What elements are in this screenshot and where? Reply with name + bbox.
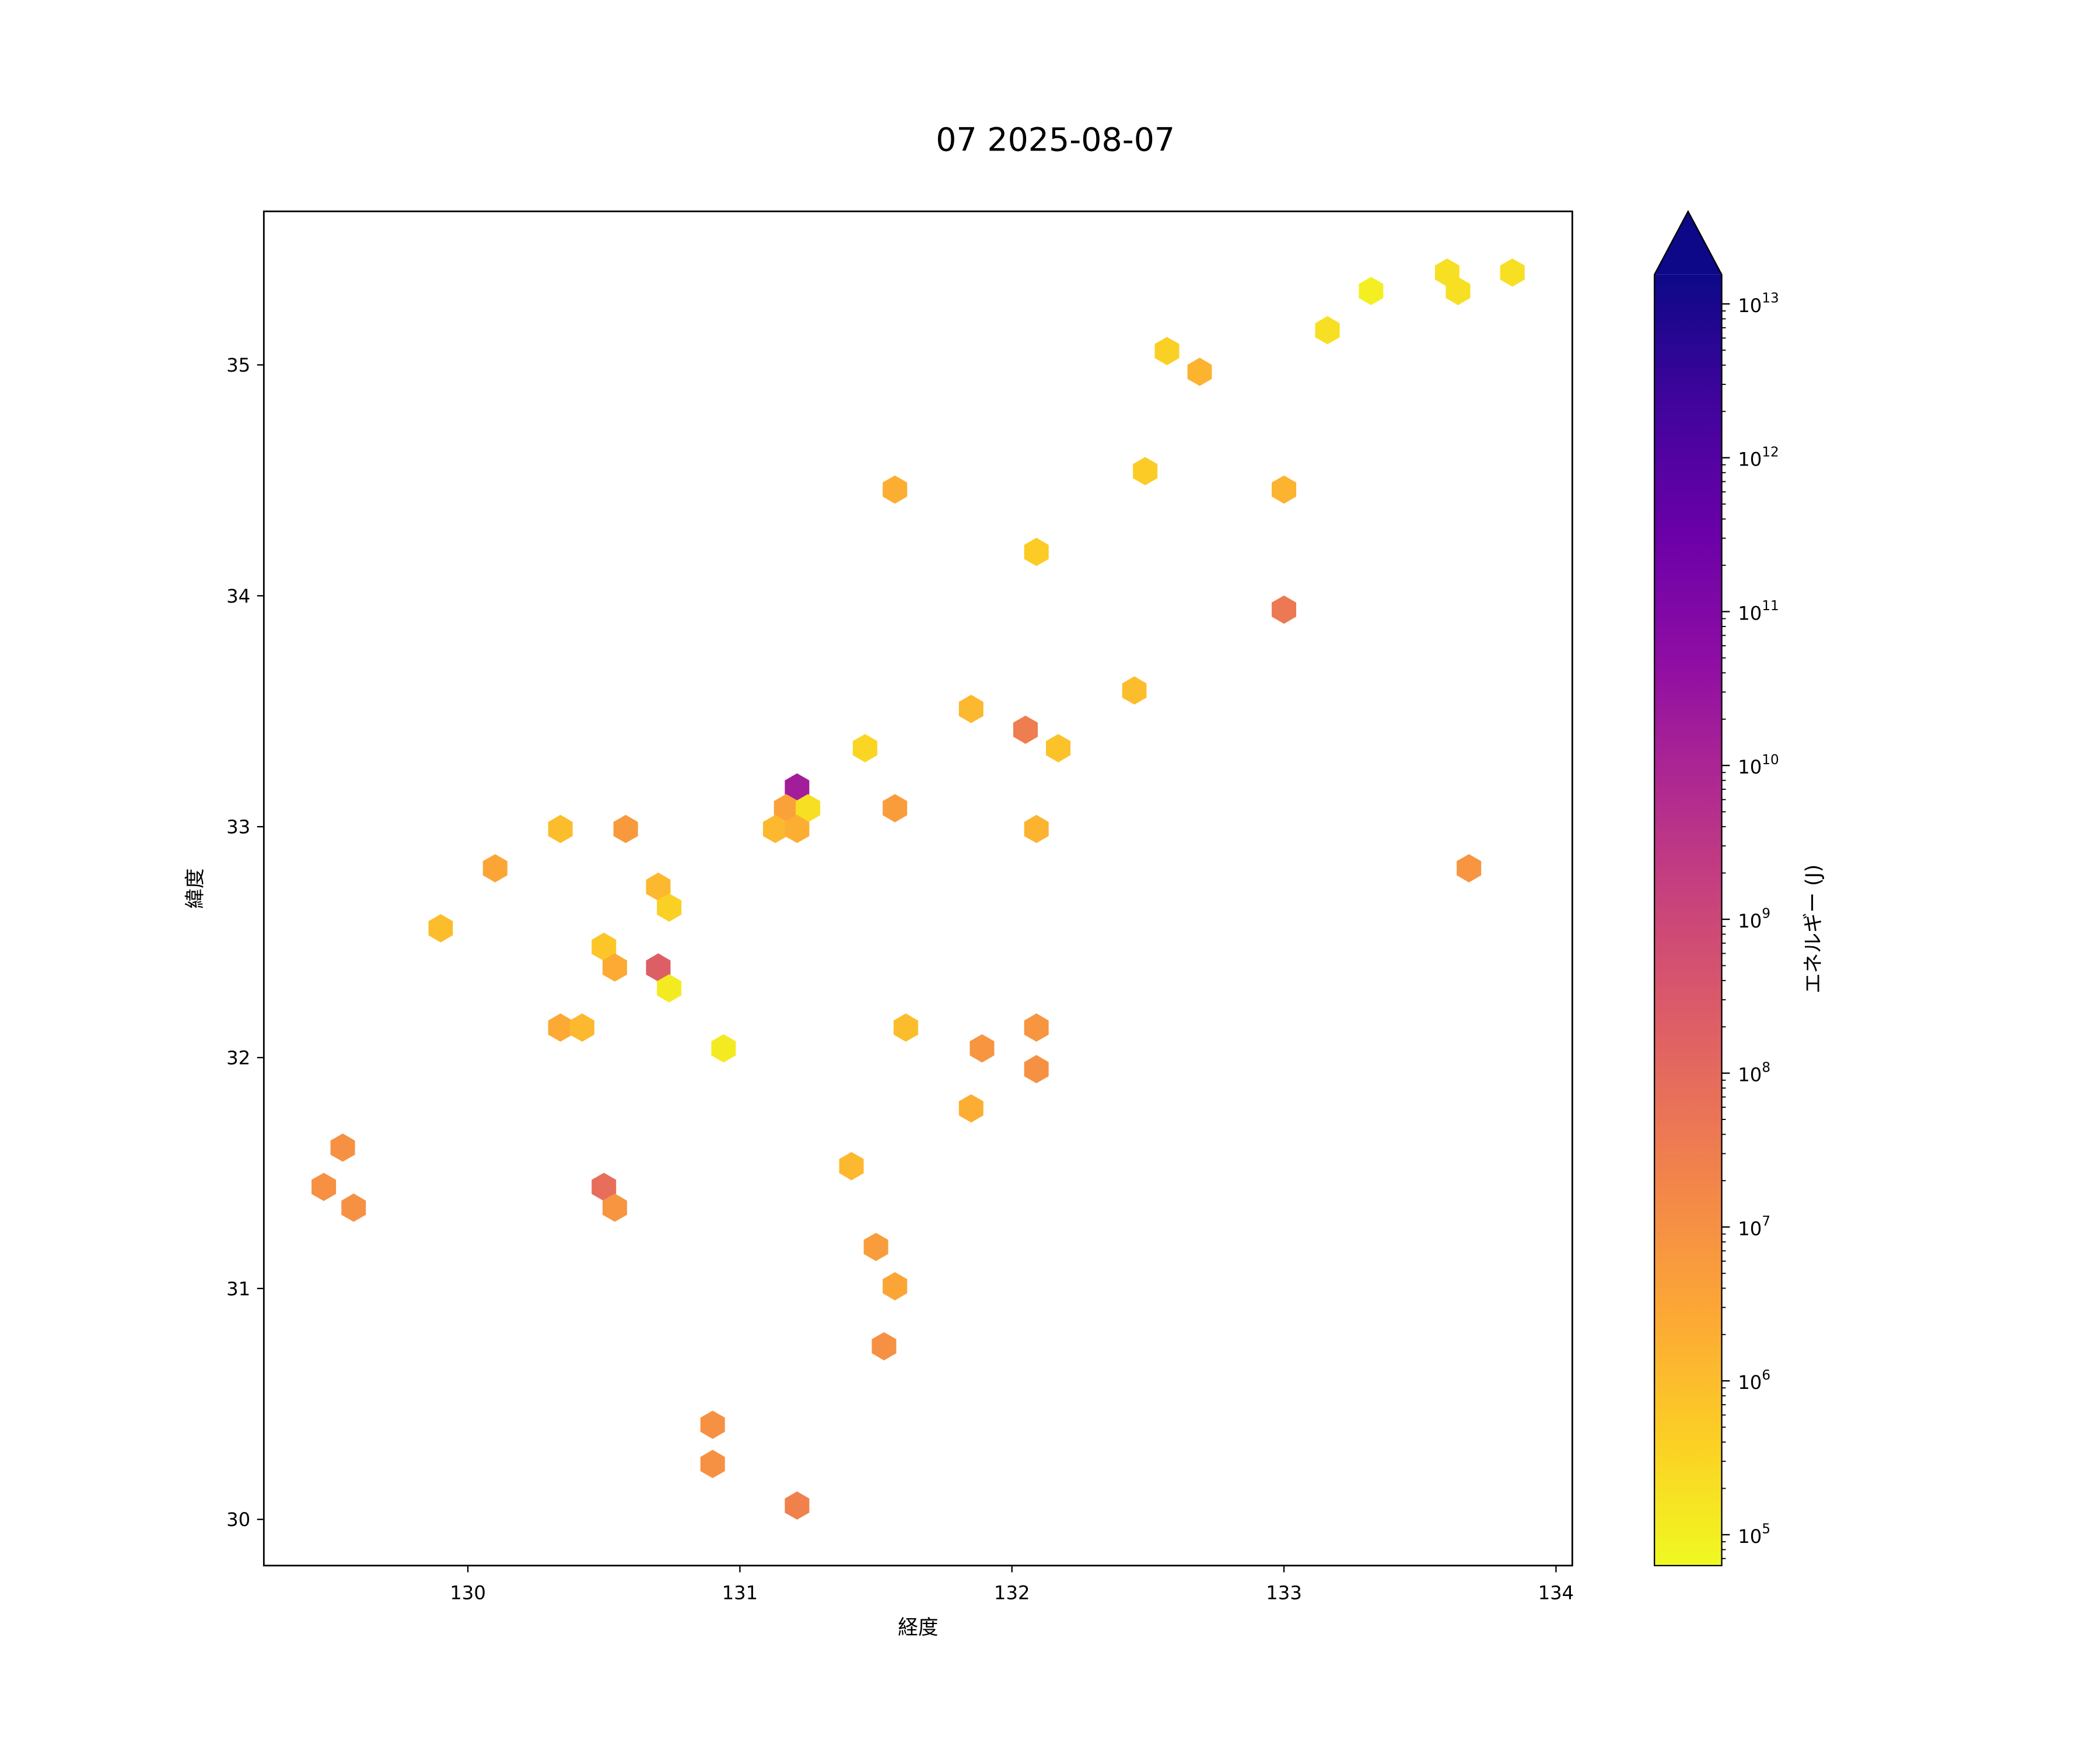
hex-cell — [700, 1410, 725, 1439]
hex-cell — [1046, 734, 1071, 762]
y-tick-label: 33 — [226, 816, 250, 838]
hex-cell — [1272, 595, 1297, 624]
y-tick-label: 31 — [226, 1278, 250, 1300]
hex-cell — [646, 872, 671, 901]
hex-cell — [1500, 258, 1525, 287]
hex-cell — [1154, 337, 1180, 366]
hex-cell — [341, 1194, 366, 1222]
x-axis-label: 経度 — [898, 1616, 938, 1640]
colorbar-tick-label: 108 — [1738, 1060, 1770, 1086]
hex-cell — [1024, 1013, 1049, 1042]
hex-cell — [1024, 537, 1049, 566]
hex-cell — [852, 734, 877, 762]
hex-cell — [428, 914, 453, 943]
hex-cell — [711, 1034, 736, 1063]
hex-cell — [958, 1094, 984, 1123]
colorbar-gradient — [1654, 274, 1722, 1566]
hex-cell — [1187, 358, 1212, 386]
hex-cell — [785, 773, 810, 802]
chart-title: 07 2025-08-07 — [936, 121, 1175, 159]
hex-cell — [796, 794, 821, 822]
hex-cell — [883, 794, 908, 822]
hex-cell — [893, 1013, 918, 1042]
hex-cell — [602, 1194, 627, 1222]
hex-cell — [1315, 316, 1340, 345]
y-tick-label: 32 — [226, 1047, 250, 1069]
hex-cell — [548, 1013, 573, 1042]
colorbar-tick-label: 109 — [1738, 907, 1770, 932]
colorbar-frame — [1653, 209, 1723, 1566]
hex-cell — [700, 1450, 725, 1478]
hex-cell — [657, 974, 682, 1003]
hex-cell — [1024, 814, 1049, 844]
x-tick-label: 131 — [722, 1582, 758, 1604]
hex-cell — [613, 814, 638, 844]
hex-cell — [883, 475, 908, 504]
hex-cell — [785, 814, 810, 844]
hex-cell — [657, 893, 682, 922]
colorbar-ticks: 105 106 107 108 109 1010 1011 1012 1013 — [1721, 291, 1779, 1559]
y-tick-label: 30 — [226, 1508, 250, 1531]
hex-cell — [646, 953, 671, 982]
hex-cell — [774, 794, 799, 822]
y-tick-label: 35 — [226, 354, 250, 376]
colorbar-tick-label: 105 — [1738, 1522, 1770, 1548]
hex-cell — [592, 932, 617, 961]
x-tick-label: 132 — [994, 1582, 1030, 1604]
hexbin-cells — [312, 258, 1525, 1520]
hex-cell — [1272, 475, 1297, 504]
hex-cell — [958, 695, 984, 723]
hex-cell — [312, 1172, 336, 1201]
y-axis: 30 31 32 33 34 35 — [226, 354, 264, 1531]
colorbar-tick-label: 107 — [1738, 1214, 1770, 1240]
hex-cell — [1122, 676, 1147, 705]
colorbar-tick-label: 106 — [1738, 1368, 1770, 1394]
hex-cell — [482, 854, 508, 883]
x-tick-label: 134 — [1538, 1582, 1574, 1604]
hex-cell — [863, 1233, 888, 1261]
colorbar-tick-label: 1010 — [1738, 752, 1779, 778]
hex-cell — [1457, 854, 1482, 883]
colorbar-tick-label: 1013 — [1738, 291, 1779, 317]
colorbar: 105 106 107 108 109 1010 1011 1012 1013 エネルギー (J… — [1653, 209, 1825, 1566]
hex-cell — [785, 1491, 810, 1520]
hex-cell — [1024, 1055, 1049, 1083]
hex-cell — [872, 1332, 897, 1361]
plot-area-frame — [262, 210, 1573, 1567]
hex-cell — [970, 1034, 995, 1063]
x-tick-label: 133 — [1266, 1582, 1302, 1604]
hex-cell — [569, 1013, 594, 1042]
y-axis-label: 緯度 — [184, 868, 207, 908]
x-tick-label: 130 — [450, 1582, 486, 1604]
hex-cell — [1359, 276, 1384, 306]
hex-cell — [330, 1133, 355, 1162]
hex-cell — [763, 814, 788, 844]
hex-cell — [1013, 715, 1038, 744]
colorbar-extend-arrow — [1654, 211, 1722, 275]
hex-cell — [839, 1152, 864, 1181]
hex-cell — [1133, 457, 1158, 485]
y-tick-label: 34 — [226, 585, 250, 607]
hex-cell — [592, 1172, 617, 1201]
x-axis: 130 131 132 133 134 — [450, 1565, 1574, 1604]
hex-cell — [548, 814, 573, 844]
hex-cell — [883, 1272, 908, 1301]
colorbar-label: エネルギー (J) — [1802, 864, 1825, 993]
hex-cell — [602, 953, 627, 982]
colorbar-tick-label: 1012 — [1738, 444, 1779, 470]
hex-cell — [1446, 276, 1471, 306]
colorbar-tick-label: 1011 — [1738, 598, 1779, 624]
